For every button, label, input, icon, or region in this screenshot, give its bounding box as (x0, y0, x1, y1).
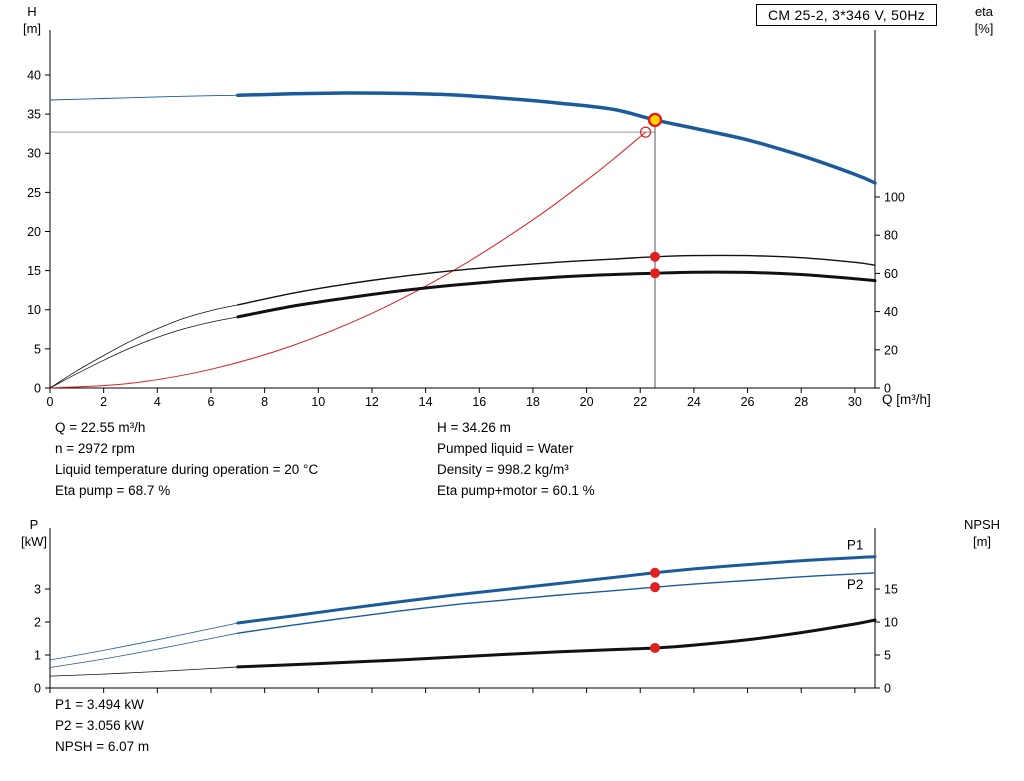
y-left-tick-label: 1 (34, 649, 41, 663)
q-axis-label: Q [m³/h] (882, 392, 931, 407)
y-right-tick-label: 10 (884, 616, 898, 630)
y-left-tick-label: 0 (34, 682, 41, 696)
x-tick-label: 26 (741, 395, 755, 409)
head-curve-lead-in (49, 94, 239, 101)
y-left-tick-label: 30 (27, 147, 41, 161)
power-npsh-chart: 0 1 2 3 0 5 10 15 P1 P2 (34, 528, 898, 696)
npsh-curve (236, 618, 877, 669)
npsh-axis-unit: [m] (972, 534, 992, 549)
x-tick-label: 28 (794, 395, 808, 409)
p2-lead-in (49, 632, 239, 668)
eta-pump-lead-in (49, 304, 239, 389)
h-axis-symbol: H (27, 4, 37, 19)
y-left-tick-label: 2 (34, 616, 41, 630)
y-right-tick-label: 0 (884, 382, 891, 396)
series-label-p2: P2 (847, 577, 864, 592)
p1-curve (236, 555, 877, 625)
head-curve (236, 91, 877, 185)
result-q: Q = 22.55 m³/h (55, 420, 146, 435)
x-tick-label: 10 (311, 395, 325, 409)
result-density: Density = 998.2 kg/m³ (437, 462, 569, 477)
system-curve (49, 131, 647, 389)
result-h: H = 34.26 m (437, 420, 511, 435)
npsh-lead-in (49, 666, 239, 677)
y-left-tick-label: 15 (27, 264, 41, 278)
y-left-tick-label: 40 (27, 68, 41, 82)
y-right-tick-label: 20 (884, 343, 898, 357)
eta-pump-curve (237, 254, 876, 306)
y-left-tick-label: 0 (34, 382, 41, 396)
result-pumped-liquid: Pumped liquid = Water (437, 441, 574, 456)
y-left-tick-label: 35 (27, 108, 41, 122)
p2-point-marker (650, 582, 660, 593)
y-left-tick-label: 5 (34, 342, 41, 356)
p1-lead-in (49, 622, 239, 661)
y-right-tick-label: 80 (884, 229, 898, 243)
operating-point-marker (647, 112, 663, 128)
x-tick-label: 0 (47, 395, 54, 409)
npsh-point-marker (650, 642, 660, 653)
p2-curve (237, 572, 876, 634)
result-p1: P1 = 3.494 kW (55, 697, 144, 712)
x-tick-label: 20 (580, 395, 594, 409)
x-tick-label: 14 (419, 395, 433, 409)
x-tick-label: 4 (154, 395, 161, 409)
x-tick-label: 22 (633, 395, 647, 409)
x-tick-label: 8 (261, 395, 268, 409)
duty-results-left: Q = 22.55 m³/h n = 2972 rpm Liquid tempe… (55, 420, 318, 504)
result-npsh: NPSH = 6.07 m (55, 739, 150, 754)
npsh-axis-symbol: NPSH (963, 517, 1001, 532)
pump-model-title: CM 25-2, 3*346 V, 50Hz (756, 4, 938, 26)
requested-duty-marker (640, 126, 652, 138)
x-tick-label: 6 (207, 395, 214, 409)
y-left-tick-label: 25 (27, 186, 41, 200)
eta-axis-label: eta [%] (964, 3, 1004, 37)
y-right-tick-label: 15 (884, 583, 898, 597)
result-n: n = 2972 rpm (55, 441, 135, 456)
p-axis-symbol: P (29, 517, 39, 532)
y-left-tick-label: 3 (34, 583, 41, 597)
result-liquid-temp: Liquid temperature during operation = 20… (55, 462, 319, 477)
p1-point-marker (650, 567, 660, 578)
x-tick-label: 16 (472, 395, 486, 409)
h-axis-label: H [m] (14, 3, 50, 37)
eta-pump-motor-lead-in (49, 316, 239, 389)
p-axis-unit: [kW] (21, 534, 47, 549)
eta-pump-motor-curve (236, 270, 877, 319)
eta-axis-unit: [%] (974, 21, 994, 36)
power-results: P1 = 3.494 kW P2 = 3.056 kW NPSH = 6.07 … (55, 697, 149, 760)
duty-results-right: H = 34.26 m Pumped liquid = Water Densit… (437, 420, 595, 504)
x-tick-label: 24 (687, 395, 701, 409)
y-left-tick-label: 10 (27, 303, 41, 317)
y-right-tick-label: 40 (884, 305, 898, 319)
y-left-tick-label: 20 (27, 225, 41, 239)
eta-pump-point-marker (650, 251, 660, 262)
y-right-tick-label: 100 (884, 190, 905, 204)
x-tick-label: 18 (526, 395, 540, 409)
y-right-tick-label: 0 (884, 682, 891, 696)
x-tick-label: 30 (848, 395, 862, 409)
h-axis-unit: [m] (22, 21, 42, 36)
x-tick-label: 12 (365, 395, 379, 409)
x-tick-label: 2 (100, 395, 107, 409)
result-eta-pump-motor: Eta pump+motor = 60.1 % (437, 483, 595, 498)
eta-pump-motor-point-marker (650, 268, 660, 279)
eta-axis-symbol: eta (974, 4, 994, 19)
p-axis-label: P [kW] (12, 516, 56, 550)
y-right-tick-label: 60 (884, 267, 898, 281)
qh-eta-chart: 0 2 4 6 8 10 12 14 16 18 20 22 24 26 28 300510152025303… (27, 30, 905, 409)
series-label-p1: P1 (847, 537, 864, 552)
y-right-tick-label: 5 (884, 649, 891, 663)
npsh-axis-label: NPSH [m] (953, 516, 1011, 550)
result-eta-pump: Eta pump = 68.7 % (55, 483, 171, 498)
result-p2: P2 = 3.056 kW (55, 718, 144, 733)
